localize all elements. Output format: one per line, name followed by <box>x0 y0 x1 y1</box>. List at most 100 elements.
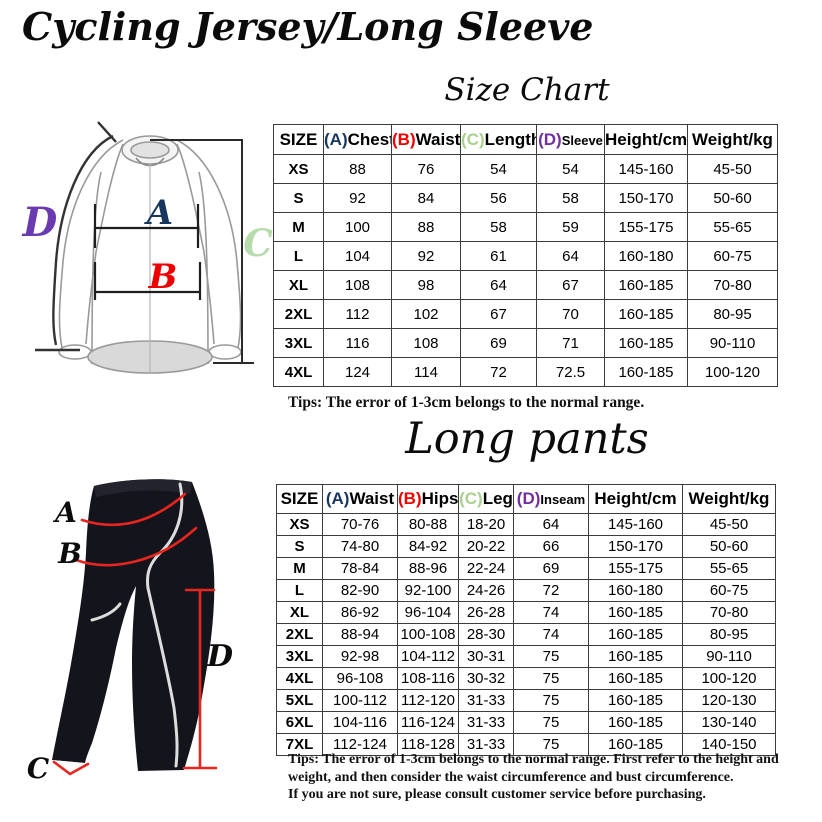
measurement-cell: 31-33 <box>458 689 514 712</box>
jersey-label-d: D <box>22 199 58 246</box>
measurement-cell: 30-32 <box>458 667 514 690</box>
measurement-cell: 160-185 <box>588 623 683 646</box>
measurement-cell: 140-150 <box>682 733 776 756</box>
size-label-cell: 6XL <box>276 711 323 734</box>
measurement-cell: 112 <box>323 299 392 329</box>
col-header-leg: (C)Leg <box>458 484 514 514</box>
size-row-l: L 82-90 92-100 24-26 72 160-180 60-75 <box>276 579 776 602</box>
size-label-cell: 5XL <box>276 689 323 712</box>
header-label: Chest <box>347 129 392 149</box>
col-header-size: SIZE <box>276 484 323 514</box>
measurement-cell: 45-50 <box>687 154 778 184</box>
measurement-cell: 74 <box>513 601 589 624</box>
size-row-4xl: 4XL 96-108 108-116 30-32 75 160-185 100-120 <box>276 667 776 690</box>
measurement-cell: 90-110 <box>682 645 776 668</box>
measurement-cell: 116 <box>323 328 392 358</box>
jersey-outline <box>58 135 242 374</box>
measurement-cell: 72 <box>513 579 589 602</box>
size-label-cell: 3XL <box>276 645 323 668</box>
measurement-cell: 80-95 <box>682 623 776 646</box>
measurement-cell: 96-108 <box>322 667 398 690</box>
jersey-label-c: C <box>243 221 273 265</box>
measurement-cell: 22-24 <box>458 557 514 580</box>
measurement-cell: 124 <box>323 357 392 387</box>
measurement-cell: 104 <box>323 241 392 271</box>
header-row: SIZE (A)Waist (B)Hips (C)Leg (D)Inseam Height… <box>276 484 776 514</box>
measurement-cell: 56 <box>460 183 537 213</box>
measurement-cell: 70 <box>536 299 605 329</box>
measurement-cell: 54 <box>460 154 537 184</box>
col-header-chest: (A)Chest <box>323 124 392 155</box>
col-header-waist: (A)Waist <box>322 484 398 514</box>
measurement-cell: 160-185 <box>604 357 688 387</box>
size-row-3xl: 3XL 92-98 104-112 30-31 75 160-185 90-110 <box>276 645 776 668</box>
measurement-cell: 59 <box>536 212 605 242</box>
measurement-cell: 20-22 <box>458 535 514 558</box>
measurement-cell: 114 <box>391 357 461 387</box>
measurement-cell: 74 <box>513 623 589 646</box>
measurement-cell: 100-112 <box>322 689 398 712</box>
col-header-hips: (B)Hips <box>397 484 459 514</box>
size-row-2xl: 2XL 112 102 67 70 160-185 80-95 <box>273 299 778 329</box>
header-label: Hips <box>421 489 459 508</box>
col-header-sleeve: (D)Sleeve <box>536 124 605 155</box>
measurement-cell: 160-185 <box>588 733 683 756</box>
measurement-cell: 24-26 <box>458 579 514 602</box>
measurement-cell: 75 <box>513 711 589 734</box>
measurement-cell: 60-75 <box>687 241 778 271</box>
chest-measure-line <box>93 204 200 248</box>
measurement-cell: 75 <box>513 667 589 690</box>
measurement-cell: 64 <box>536 241 605 271</box>
measurement-cell: 64 <box>460 270 537 300</box>
col-header-weight-kg: Weight/kg <box>687 124 778 155</box>
measurement-cell: 92-100 <box>397 579 459 602</box>
pants-label-d: D <box>206 639 233 674</box>
pants-size-table: SIZE (A)Waist (B)Hips (C)Leg (D)Inseam Height… <box>276 484 776 756</box>
sleeve-measure-curve <box>35 121 117 352</box>
measurement-cell: 58 <box>536 183 605 213</box>
waist-measure-curve <box>80 492 187 527</box>
col-header-size: SIZE <box>273 124 324 155</box>
size-label-cell: M <box>276 557 323 580</box>
size-label-cell: 7XL <box>276 733 323 756</box>
measurement-cell: 104-112 <box>397 645 459 668</box>
measurement-cell: 160-185 <box>588 645 683 668</box>
size-label-cell: 4XL <box>273 357 324 387</box>
measurement-cell: 61 <box>460 241 537 271</box>
size-label-cell: 4XL <box>276 667 323 690</box>
header-label: Height/cm <box>605 129 688 149</box>
measurement-cell: 160-185 <box>604 328 688 358</box>
measurement-cell: 60-75 <box>682 579 776 602</box>
header-letter-prefix: (B) <box>398 489 422 508</box>
header-label: SIZE <box>279 129 318 149</box>
measurement-cell: 88-94 <box>322 623 398 646</box>
size-row-2xl: 2XL 88-94 100-108 28-30 74 160-185 80-95 <box>276 623 776 646</box>
measurement-cell: 55-65 <box>687 212 778 242</box>
size-row-3xl: 3XL 116 108 69 71 160-185 90-110 <box>273 328 778 358</box>
measurement-cell: 112-124 <box>322 733 398 756</box>
measurement-cell: 31-33 <box>458 711 514 734</box>
measurement-cell: 102 <box>391 299 461 329</box>
measurement-cell: 64 <box>513 513 589 536</box>
measurement-cell: 80-88 <box>397 513 459 536</box>
header-label: Length <box>484 129 537 149</box>
measurement-cell: 160-185 <box>604 270 688 300</box>
leg-opening-mark <box>52 760 90 776</box>
measurement-cell: 160-180 <box>588 579 683 602</box>
measurement-cell: 96-104 <box>397 601 459 624</box>
header-label: Waist <box>415 129 461 149</box>
header-label: Weight/kg <box>692 129 773 149</box>
size-label-cell: 2XL <box>276 623 323 646</box>
size-label-cell: XS <box>276 513 323 536</box>
size-label-cell: XL <box>273 270 324 300</box>
measurement-cell: 70-76 <box>322 513 398 536</box>
long-pants-heading: Long pants <box>405 414 649 464</box>
jersey-measurement-diagram: A B C D <box>22 121 273 374</box>
header-letter-prefix: (C) <box>459 489 483 508</box>
measurement-cell: 55-65 <box>682 557 776 580</box>
header-label: Weight/kg <box>688 489 770 508</box>
measurement-cell: 145-160 <box>604 154 688 184</box>
size-row-xs: XS 70-76 80-88 18-20 64 145-160 45-50 <box>276 513 776 536</box>
measurement-cell: 155-175 <box>588 557 683 580</box>
size-row-xs: XS 88 76 54 54 145-160 45-50 <box>273 154 778 184</box>
